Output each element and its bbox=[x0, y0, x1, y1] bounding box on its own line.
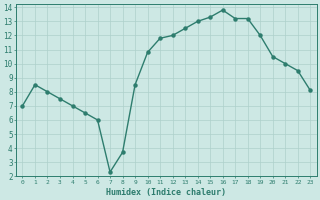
X-axis label: Humidex (Indice chaleur): Humidex (Indice chaleur) bbox=[106, 188, 226, 197]
